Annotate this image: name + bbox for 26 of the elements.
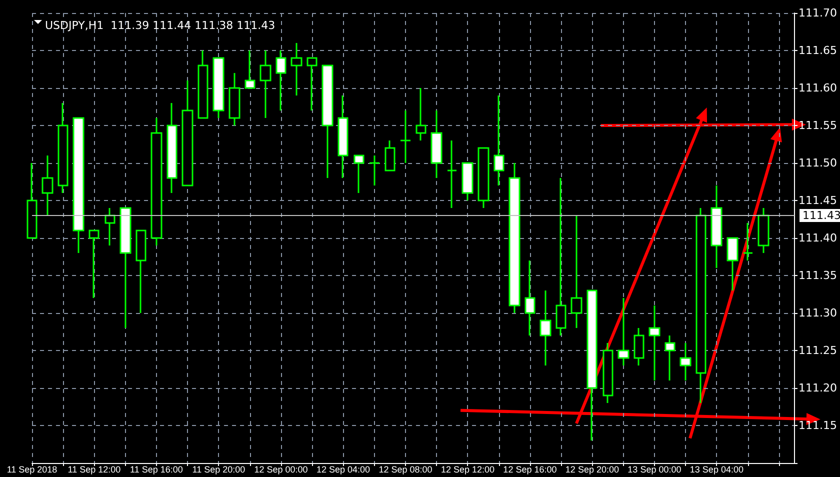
x-tick-label: 12 Sep 00:00 [254, 464, 308, 474]
y-tick-label: 111.65 [798, 44, 838, 57]
y-tick-label: 111.25 [798, 344, 838, 357]
x-tick-label: 12 Sep 20:00 [565, 464, 619, 474]
x-tick-label: 13 Sep 04:00 [690, 464, 744, 474]
x-tick-label: 12 Sep 04:00 [316, 464, 370, 474]
y-tick-label: 111.60 [798, 82, 838, 94]
x-tick-label: 12 Sep 16:00 [503, 464, 557, 474]
x-tick-label: 11 Sep 16:00 [130, 464, 183, 474]
y-tick-label: 111.55 [798, 119, 838, 132]
y-tick-label: 111.35 [798, 269, 838, 282]
x-tick-label: 11 Sep 2018 [6, 464, 58, 474]
x-tick-label: 12 Sep 12:00 [440, 464, 494, 474]
y-tick-label: 111.30 [798, 306, 838, 320]
y-tick-label: 111.45 [798, 194, 838, 207]
text: USDJPY,H1 111.39 111.44 111.38 111.43 [45, 19, 276, 32]
y-tick-label: 111.20 [798, 382, 838, 394]
x-tick-label: 11 Sep 12:00 [68, 464, 121, 474]
y-tick-label: 111.40 [798, 232, 838, 244]
x-tick-label: 11 Sep 20:00 [192, 464, 246, 474]
y-tick-label: 111.70 [798, 6, 838, 20]
x-tick-label: 13 Sep 00:00 [628, 464, 682, 474]
x-tick-label: 12 Sep 08:00 [378, 464, 432, 474]
y-tick-label: 111.15 [798, 419, 838, 432]
ref-line-label: 111.43 [802, 209, 840, 222]
y-tick-label: 111.50 [798, 156, 838, 170]
